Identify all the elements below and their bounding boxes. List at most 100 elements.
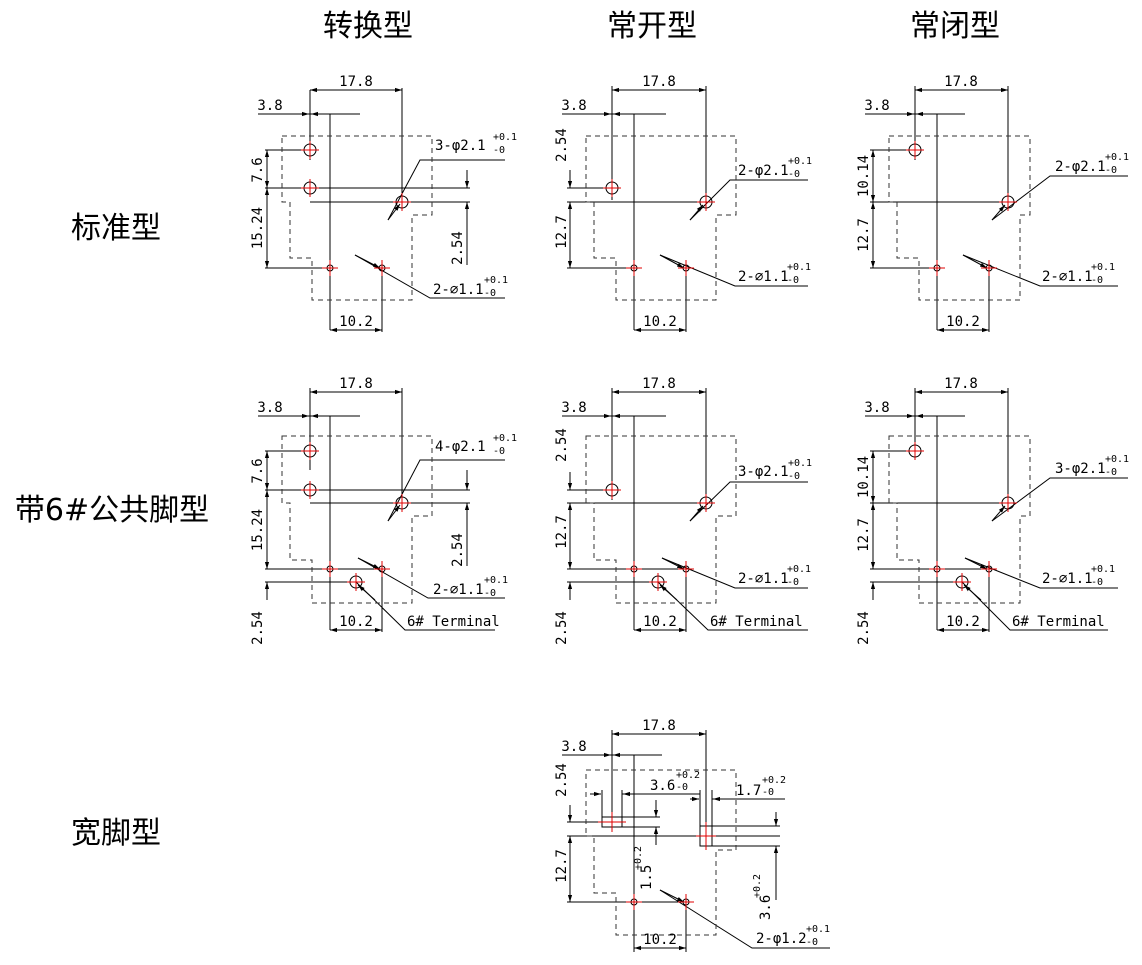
- dim-2-54: 2.54: [856, 611, 872, 645]
- dim-2-54: 2.54: [554, 763, 570, 797]
- tol-minus: -0: [493, 145, 505, 156]
- dim-12-7: 12.7: [856, 518, 872, 552]
- tol-minus: -0: [1105, 467, 1117, 478]
- tol-minus: -0: [788, 169, 800, 180]
- callout-pins: 2-⌀1.1: [738, 269, 789, 285]
- dim-pitch-17-8: 17.8: [339, 376, 373, 392]
- tol-plus: +0.1: [787, 262, 811, 273]
- dim-12-7: 12.7: [554, 215, 570, 249]
- terminal-6-label: 6# Terminal: [407, 614, 500, 630]
- tol-plus: +0.1: [484, 575, 508, 586]
- dim-offset-3-8: 3.8: [257, 98, 282, 114]
- dim-10-2: 10.2: [643, 932, 677, 948]
- dim-12-7: 12.7: [554, 849, 570, 883]
- footprint-normally-closed-standard: 17.8 3.8 10.14 12.7 10.2 2-φ2.1 +0.1 -0 …: [856, 74, 1129, 333]
- dim-pitch-17-8: 17.8: [642, 718, 676, 734]
- callout-pins: 2-⌀1.1: [433, 282, 484, 298]
- tol-minus: -0: [1091, 577, 1103, 588]
- callout-holes: 3-φ2.1: [1055, 461, 1106, 477]
- tol-plus: +0.2: [762, 775, 786, 786]
- row-header-standard: 标准型: [71, 211, 161, 246]
- dim-slot-narrow: 1.7: [736, 783, 761, 799]
- tol-plus: +0.1: [1105, 454, 1129, 465]
- tol-plus: +0.2: [676, 770, 700, 781]
- dim-offset-3-8: 3.8: [257, 400, 282, 416]
- footprint-normally-open-pin6: 17.8 3.8 2.54 12.7 2.54 10.2 3-φ2.1 +0.1…: [554, 376, 812, 645]
- tol-minus: -0: [484, 288, 496, 299]
- dim-10-14: 10.14: [856, 155, 872, 197]
- dim-15-24: 15.24: [250, 509, 266, 551]
- dim-10-2: 10.2: [643, 614, 677, 630]
- tol-minus: -0: [484, 588, 496, 599]
- dim-offset-3-8: 3.8: [561, 739, 586, 755]
- column-header-normally-open: 常开型: [607, 9, 697, 44]
- dim-2-54: 2.54: [554, 128, 570, 162]
- dim-offset-3-8: 3.8: [561, 98, 586, 114]
- tol-minus: -0: [1091, 275, 1103, 286]
- dim-2-54: 2.54: [450, 533, 466, 567]
- tol-plus: +0.1: [484, 275, 508, 286]
- dim-pitch-17-8: 17.8: [944, 376, 978, 392]
- column-header-normally-closed: 常闭型: [910, 9, 1000, 44]
- tol-minus: -0: [787, 577, 799, 588]
- dim-offset-3-8: 3.8: [864, 400, 889, 416]
- dim-10-2: 10.2: [339, 614, 373, 630]
- dim-slot-height: 1.5: [639, 865, 655, 890]
- dim-12-7: 12.7: [554, 515, 570, 549]
- dim-offset-3-8: 3.8: [864, 98, 889, 114]
- tol-minus: -0: [1105, 165, 1117, 176]
- dim-pitch-17-8: 17.8: [339, 74, 373, 90]
- tol-plus: +0.1: [493, 433, 517, 444]
- tol-plus: +0.1: [493, 132, 517, 143]
- callout-pins: 2-φ1.2: [756, 931, 807, 947]
- dim-7-6: 7.6: [250, 157, 266, 182]
- callout-pins: 2-⌀1.1: [738, 571, 789, 587]
- dim-pitch-17-8: 17.8: [642, 376, 676, 392]
- tol-plus: +0.1: [788, 156, 812, 167]
- tol-plus: +0.1: [788, 458, 812, 469]
- dim-pitch-17-8: 17.8: [944, 74, 978, 90]
- column-header-changeover: 转换型: [323, 9, 413, 44]
- callout-pins: 2-⌀1.1: [1042, 571, 1093, 587]
- callout-holes: 2-φ2.1: [1055, 159, 1106, 175]
- tol-minus: -0: [676, 782, 688, 793]
- dim-offset-3-8: 3.8: [561, 400, 586, 416]
- terminal-6-label: 6# Terminal: [710, 614, 803, 630]
- dim-slot-width: 3.6: [650, 778, 675, 794]
- tol-plus: +0.2: [752, 874, 763, 898]
- tol-plus: +0.1: [1105, 152, 1129, 163]
- dim-pitch-17-8: 17.8: [642, 74, 676, 90]
- footprint-changeover-standard: 17.8 3.8 7.6 15.24 2.54 10.2 3-φ2.1 +0.1…: [250, 74, 517, 333]
- callout-holes: 2-φ2.1: [738, 163, 789, 179]
- footprint-normally-open-standard: 17.8 3.8 2.54 12.7 10.2 2-φ2.1 +0.1 -0 2…: [554, 74, 812, 333]
- dim-7-6: 7.6: [250, 458, 266, 483]
- callout-holes: 3-φ2.1: [738, 464, 789, 480]
- dim-2-54: 2.54: [250, 611, 266, 645]
- dim-10-2: 10.2: [946, 614, 980, 630]
- dim-2-54: 2.54: [554, 428, 570, 462]
- tol-minus: -0: [787, 275, 799, 286]
- tol-plus: +0.2: [633, 846, 644, 870]
- tol-minus: -0: [788, 471, 800, 482]
- tol-plus: +0.1: [1091, 262, 1115, 273]
- row-header-common-pin6: 带6#公共脚型: [15, 493, 209, 528]
- dim-slot-long: 3.6: [758, 895, 774, 920]
- tol-plus: +0.1: [787, 564, 811, 575]
- terminal-6-label: 6# Terminal: [1012, 614, 1105, 630]
- dim-10-14: 10.14: [856, 456, 872, 498]
- tol-minus: -0: [762, 787, 774, 798]
- tol-minus: -0: [493, 446, 505, 457]
- callout-pins: 2-⌀1.1: [433, 582, 484, 598]
- callout-holes: 4-φ2.1: [435, 439, 486, 455]
- tol-minus: -0: [806, 937, 818, 948]
- tol-plus: +0.1: [1091, 564, 1115, 575]
- footprint-wide-pin: 17.8 3.8 2.54 12.7 10.2 3.6 +0.2 -0 1.7 …: [554, 718, 830, 952]
- dim-10-2: 10.2: [339, 314, 373, 330]
- callout-pins: 2-⌀1.1: [1042, 269, 1093, 285]
- footprint-changeover-pin6: 17.8 3.8 7.6 15.24 2.54 2.54 10.2 4-φ2.1…: [250, 376, 517, 645]
- dim-2-54: 2.54: [554, 611, 570, 645]
- dim-10-2: 10.2: [643, 314, 677, 330]
- dim-10-2: 10.2: [946, 314, 980, 330]
- dim-15-24: 15.24: [250, 207, 266, 249]
